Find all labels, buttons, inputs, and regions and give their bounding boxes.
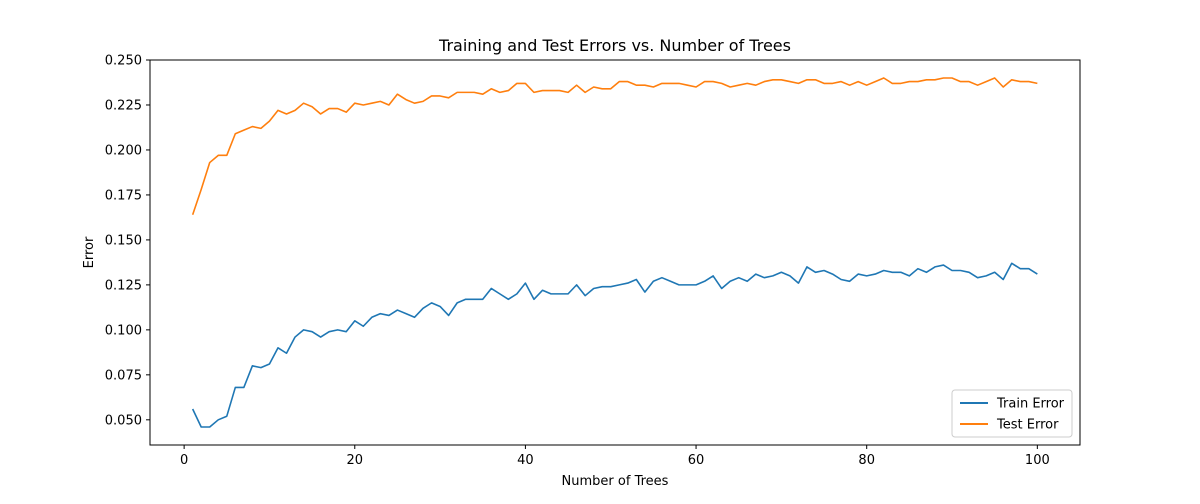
legend-label-test-error: Test Error bbox=[996, 418, 1059, 433]
x-tick-label: 20 bbox=[346, 453, 363, 468]
legend-label-train-error: Train Error bbox=[996, 397, 1065, 412]
legend-box bbox=[951, 389, 1073, 438]
series-layer bbox=[191, 77, 1038, 428]
x-axis-label: Number of Trees bbox=[562, 474, 669, 489]
series-line-train-error bbox=[191, 262, 1038, 428]
y-tick-label: 0.050 bbox=[105, 413, 142, 428]
y-tick-label: 0.175 bbox=[105, 188, 142, 203]
axes-frame bbox=[149, 59, 1081, 446]
x-axis-ticks: 0 20 40 60 80 100 bbox=[180, 445, 1050, 468]
x-tick-label: 100 bbox=[1025, 453, 1050, 468]
x-tick-label: 40 bbox=[517, 453, 534, 468]
y-tick-label: 0.075 bbox=[105, 368, 142, 383]
y-tick-label: 0.250 bbox=[105, 54, 142, 69]
y-axis-label: Error bbox=[82, 236, 97, 268]
y-axis-ticks: 0.050 0.075 0.100 0.125 0.150 0.175 0.200 0.225… bbox=[105, 54, 150, 428]
y-tick-label: 0.225 bbox=[105, 98, 142, 113]
series-line-test-error bbox=[191, 77, 1038, 215]
chart-title: Training and Test Errors vs. Number of T… bbox=[438, 36, 791, 55]
x-tick-label: 80 bbox=[858, 453, 875, 468]
x-tick-label: 60 bbox=[688, 453, 705, 468]
axes-layer bbox=[149, 59, 1081, 446]
y-tick-label: 0.125 bbox=[105, 278, 142, 293]
y-tick-label: 0.200 bbox=[105, 143, 142, 158]
y-tick-label: 0.100 bbox=[105, 323, 142, 338]
legend: Train Error Test Error bbox=[951, 389, 1073, 438]
y-tick-label: 0.150 bbox=[105, 233, 142, 248]
x-tick-label: 0 bbox=[180, 453, 188, 468]
